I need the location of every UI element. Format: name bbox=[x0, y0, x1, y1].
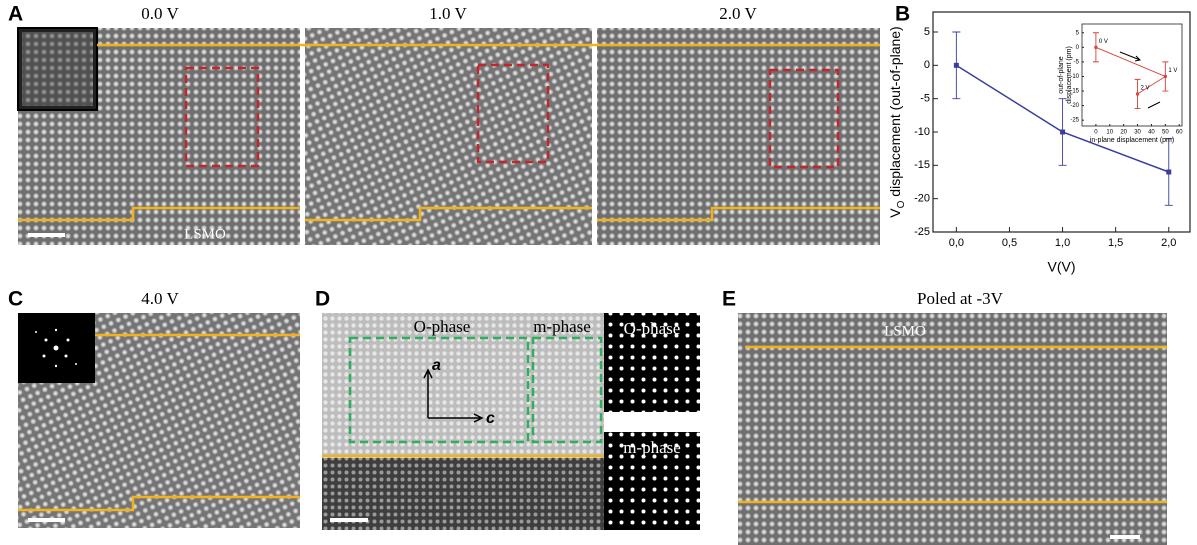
y-axis-label-part: O bbox=[896, 200, 907, 208]
x-tick-label: 20 bbox=[1120, 130, 1127, 136]
x-tick-label: 40 bbox=[1148, 130, 1155, 136]
x-tick-label: 0,5 bbox=[1002, 237, 1017, 249]
y-tick-label: -25 bbox=[1070, 118, 1079, 124]
data-point bbox=[1094, 45, 1098, 49]
y-axis-label-part: V bbox=[887, 208, 903, 218]
y-tick-label: 5 bbox=[924, 26, 930, 38]
y-tick-label: -5 bbox=[1074, 59, 1080, 65]
panel-letter: A bbox=[8, 3, 23, 26]
y-tick-label: -25 bbox=[914, 226, 930, 238]
interface-line bbox=[18, 495, 300, 512]
tem-image bbox=[305, 28, 592, 245]
image-label: 1.0 V bbox=[429, 4, 467, 23]
data-point bbox=[1060, 129, 1066, 135]
axis-label: c bbox=[486, 410, 495, 427]
image-label: 0.0 V bbox=[141, 4, 179, 23]
x-tick-label: 0,0 bbox=[949, 237, 964, 249]
x-tick-label: 60 bbox=[1176, 130, 1183, 136]
interface-line bbox=[18, 206, 880, 222]
data-point bbox=[1136, 92, 1140, 96]
image-label: 2.0 V bbox=[719, 4, 757, 23]
x-tick-label: 30 bbox=[1134, 130, 1141, 136]
substrate-label: LSMO bbox=[184, 226, 226, 242]
image-label: Poled at -3V bbox=[917, 289, 1004, 308]
tem-image bbox=[738, 313, 1167, 545]
image-label: 4.0 V bbox=[141, 289, 179, 308]
trend-arrows bbox=[1119, 51, 1161, 109]
x-axis-label: in-plane displacement (pm) bbox=[1090, 137, 1174, 144]
panel-letter: C bbox=[8, 288, 23, 311]
y-tick-label: 0 bbox=[924, 59, 930, 71]
phase-boxes bbox=[348, 336, 603, 444]
phase-label: m-phase bbox=[533, 317, 591, 336]
data-point bbox=[953, 62, 959, 68]
simulated-inset bbox=[604, 313, 700, 412]
inset-frame bbox=[1081, 23, 1183, 127]
panel-letter: D bbox=[315, 288, 330, 311]
point-label: 2 V bbox=[1141, 86, 1150, 92]
axis-arrows bbox=[423, 368, 484, 423]
substrate-label: LSMO bbox=[884, 323, 926, 339]
y-tick-label: -15 bbox=[914, 159, 930, 171]
y-tick-label: -20 bbox=[914, 193, 930, 205]
inset-label: O-phase bbox=[624, 319, 681, 338]
y-tick-label: -10 bbox=[914, 126, 930, 138]
chart: 50-5-10-15-20-250,0 0,5 1,0 1,5 2,0V(V)VO di… bbox=[887, 11, 1191, 275]
inset-image bbox=[22, 32, 93, 106]
phase-label: O-phase bbox=[414, 317, 471, 336]
y-tick-label: -5 bbox=[920, 93, 930, 105]
y-axis-label: out-of-plane bbox=[1058, 56, 1065, 93]
x-tick-label: 1,5 bbox=[1108, 237, 1123, 249]
panel-letter: B bbox=[895, 3, 910, 26]
data-point bbox=[1166, 169, 1172, 175]
x-tick-label: 2,0 bbox=[1161, 237, 1176, 249]
x-tick-label: 0 bbox=[1094, 130, 1098, 136]
point-label: 1 V bbox=[1168, 68, 1177, 74]
fft-spots bbox=[35, 328, 77, 368]
y-tick-label: -15 bbox=[1070, 89, 1079, 95]
y-tick-label: 5 bbox=[1076, 30, 1080, 36]
y-tick-label: 0 bbox=[1076, 45, 1080, 51]
y-axis-label: displacement (pm) bbox=[1066, 46, 1073, 104]
highlight-boxes bbox=[184, 63, 840, 169]
stem-image bbox=[322, 458, 604, 530]
point-label: 0 V bbox=[1099, 39, 1108, 45]
inset-label: m-phase bbox=[623, 438, 681, 457]
simulated-inset bbox=[604, 432, 700, 530]
x-tick-label: 1,0 bbox=[1055, 237, 1070, 249]
data-point bbox=[1163, 74, 1167, 78]
axis-label: a bbox=[432, 357, 441, 374]
y-axis-label: VO displacement (out-of-plane) bbox=[887, 26, 907, 217]
panel-letter: E bbox=[722, 288, 736, 311]
x-tick-label: 50 bbox=[1162, 130, 1169, 136]
x-tick-label: 10 bbox=[1106, 130, 1113, 136]
y-tick-label: -20 bbox=[1070, 103, 1079, 109]
y-tick-label: -10 bbox=[1070, 74, 1079, 80]
x-axis-label: V(V) bbox=[1048, 259, 1076, 275]
y-axis-label-part: displacement (out-of-plane) bbox=[887, 26, 903, 200]
